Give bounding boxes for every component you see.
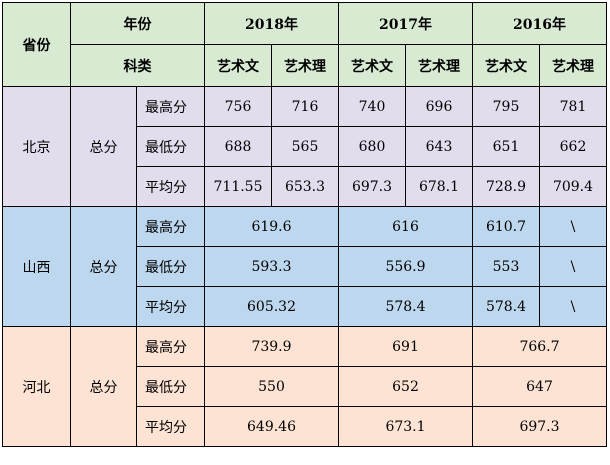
score-cell: 728.9 <box>472 166 540 207</box>
table-row: 平均分 711.55 653.3 697.3 678.1 728.9 709.4 <box>2 166 607 207</box>
subject-header: 艺术文 <box>472 44 540 87</box>
score-cell: 556.9 <box>338 246 473 287</box>
row-label: 最高分 <box>136 206 205 247</box>
score-cell: 578.4 <box>472 286 540 327</box>
header-row-years: 省份 年份 2018年 2017年 2016年 <box>2 2 607 87</box>
header-row-subjects: 科类 艺术文 艺术理 艺术文 艺术理 艺术文 艺术理 <box>2 44 607 87</box>
table-row: 河北 总分 最高分 739.9 691 766.7 <box>2 326 607 447</box>
score-cell: 795 <box>472 86 540 127</box>
score-cell: 711.55 <box>204 166 272 207</box>
score-cell: 616 <box>338 206 473 247</box>
score-cell: 550 <box>204 366 339 407</box>
score-table: 省份 年份 2018年 2017年 2016年 科类 艺术文 艺术理 艺术文 艺… <box>2 2 607 447</box>
province-beijing: 北京 <box>2 86 71 207</box>
year-2018: 2018年 <box>204 2 339 45</box>
score-cell: 709.4 <box>539 166 607 207</box>
score-cell: 651 <box>472 126 540 167</box>
score-cell: 647 <box>472 366 607 407</box>
score-cell: 740 <box>338 86 406 127</box>
score-cell: 610.7 <box>472 206 540 247</box>
score-cell: 605.32 <box>204 286 339 327</box>
province-header: 省份 <box>2 2 71 87</box>
score-type: 总分 <box>70 86 137 207</box>
table-row: 平均分 605.32 578.4 578.4 \ <box>2 286 607 327</box>
score-cell: 739.9 <box>204 326 339 367</box>
score-cell: 766.7 <box>472 326 607 367</box>
score-cell: 653.3 <box>271 166 339 207</box>
subject-header: 艺术理 <box>539 44 607 87</box>
province-shanxi: 山西 <box>2 206 71 327</box>
row-label: 最高分 <box>136 86 205 127</box>
year-2016: 2016年 <box>472 2 607 45</box>
row-label: 最高分 <box>136 326 205 367</box>
score-cell: 673.1 <box>338 406 473 447</box>
table-row: 北京 总分 最高分 756 716 740 696 795 781 <box>2 86 607 207</box>
score-cell: 756 <box>204 86 272 127</box>
score-cell: 691 <box>338 326 473 367</box>
row-label: 平均分 <box>136 406 205 447</box>
table-row: 最低分 688 565 680 643 651 662 <box>2 126 607 167</box>
score-cell: 697.3 <box>472 406 607 447</box>
score-cell: 781 <box>539 86 607 127</box>
score-cell: \ <box>539 286 607 327</box>
row-label: 最低分 <box>136 126 205 167</box>
score-cell: 619.6 <box>204 206 339 247</box>
score-cell: 553 <box>472 246 540 287</box>
table-row: 山西 总分 最高分 619.6 616 610.7 \ <box>2 206 607 327</box>
score-cell: \ <box>539 246 607 287</box>
subject-header: 艺术文 <box>204 44 272 87</box>
score-cell: 593.3 <box>204 246 339 287</box>
score-cell: 696 <box>405 86 473 127</box>
category-header: 科类 <box>70 44 205 87</box>
subject-header: 艺术理 <box>271 44 339 87</box>
province-hebei: 河北 <box>2 326 71 447</box>
score-cell: 716 <box>271 86 339 127</box>
row-label: 最低分 <box>136 366 205 407</box>
score-cell: 697.3 <box>338 166 406 207</box>
score-cell: 680 <box>338 126 406 167</box>
year-2017: 2017年 <box>338 2 473 45</box>
score-cell: 652 <box>338 366 473 407</box>
score-cell: 688 <box>204 126 272 167</box>
score-cell: 643 <box>405 126 473 167</box>
row-label: 平均分 <box>136 166 205 207</box>
subject-header: 艺术文 <box>338 44 406 87</box>
score-cell: 578.4 <box>338 286 473 327</box>
score-cell: 565 <box>271 126 339 167</box>
row-label: 最低分 <box>136 246 205 287</box>
year-header: 年份 <box>70 2 205 45</box>
score-cell: 649.46 <box>204 406 339 447</box>
row-label: 平均分 <box>136 286 205 327</box>
score-type: 总分 <box>70 326 137 447</box>
score-cell: 662 <box>539 126 607 167</box>
score-type: 总分 <box>70 206 137 327</box>
score-cell: 678.1 <box>405 166 473 207</box>
subject-header: 艺术理 <box>405 44 473 87</box>
score-cell: \ <box>539 206 607 247</box>
